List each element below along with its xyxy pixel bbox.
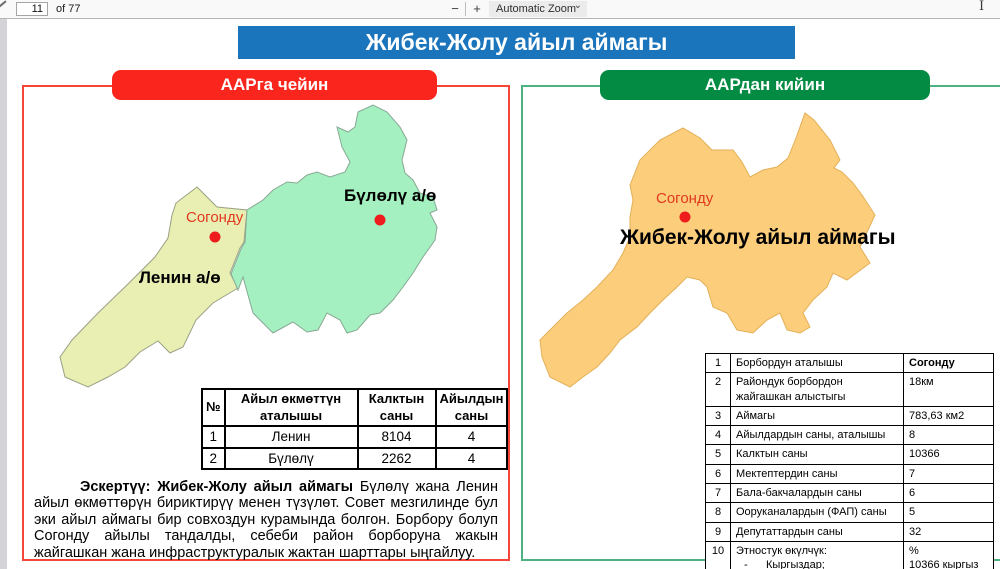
zoom-out-button[interactable]: − bbox=[451, 1, 459, 16]
viewer-left-gutter bbox=[0, 19, 7, 569]
table-row: 2 Райондук борбордон жайгашкан алыстыгы … bbox=[705, 372, 994, 407]
sogondu-label-right: Согонду bbox=[656, 190, 714, 207]
table-row: 10 Этностук өкүлчүк: - Кыргыздар; - Башк… bbox=[705, 540, 994, 569]
table-row: 7 Бала-бакчалардын саны 6 bbox=[705, 483, 994, 504]
note-lead: Эскертүү: Жибек-Жолу айыл аймагы bbox=[80, 479, 354, 495]
table-row: 6 Мектептердин саны 7 bbox=[705, 463, 994, 485]
zoom-select-value: Automatic Zoom bbox=[496, 3, 577, 15]
lenin-region-label: Ленин а/ө bbox=[139, 268, 221, 287]
table-row: 3 Аймагы 783,63 км2 bbox=[705, 405, 994, 427]
toolbar-corner-artifact bbox=[0, 0, 7, 8]
chevron-down-icon: ⌄ bbox=[573, 0, 582, 11]
page-title: Жибек-Жолу айыл аймагы bbox=[238, 26, 795, 59]
zoom-level-select[interactable]: Automatic Zoom ⌄ bbox=[489, 0, 587, 17]
col-village-count: Айылдын саны bbox=[434, 387, 509, 428]
bululu-region-label: Бүлөлү а/ө bbox=[344, 186, 437, 205]
table-header-row: № Айыл өкмөттүн аталышы Калктын саны Айы… bbox=[201, 387, 509, 428]
after-aar-header: ААРдан кийин bbox=[600, 70, 930, 100]
page-number-input[interactable] bbox=[16, 2, 48, 16]
page-count-label: of 77 bbox=[56, 3, 81, 15]
col-number: № bbox=[201, 387, 226, 428]
table-row: 4 Айылдардын саны, аталышы 8 bbox=[705, 425, 994, 446]
district-facts-table: 1 Борбордун аталышы Согонду 2 Райондук б… bbox=[705, 352, 994, 569]
sogondu-label-left: Согонду bbox=[186, 209, 244, 226]
table-row: 2 Бүлөлү 2262 4 bbox=[201, 446, 509, 470]
table-row: 9 Депутаттардын саны 32 bbox=[705, 521, 994, 542]
ethnic-sub-item: - Кыргыздар; bbox=[744, 559, 825, 569]
pdf-toolbar: of 77 − + Automatic Zoom ⌄ I bbox=[0, 0, 1000, 19]
table-row: 1 Ленин 8104 4 bbox=[201, 425, 509, 449]
col-population: Калктын саны bbox=[356, 387, 437, 428]
col-village-name: Айыл өкмөттүн аталышы bbox=[223, 387, 359, 428]
table-row: 1 Борбордун аталышы Согонду bbox=[705, 352, 994, 374]
table-row: 5 Калктын саны 10366 bbox=[705, 444, 994, 465]
table-row: 8 Ооруканалардын (ФАП) саны 5 bbox=[705, 502, 994, 523]
text-cursor-icon: I bbox=[979, 0, 985, 14]
villages-table: № Айыл өкмөттүн аталышы Калктын саны Айы… bbox=[201, 387, 509, 470]
merged-region-label: Жибек-Жолу айыл аймагы bbox=[620, 226, 896, 249]
note-paragraph: Эскертүү: Жибек-Жолу айыл аймагы Бүлөлү … bbox=[34, 479, 498, 561]
note-body: Бүлөлү жана Ленин айыл өкмөттөрүн бирикт… bbox=[34, 479, 499, 561]
before-aar-header: ААРга чейин bbox=[112, 70, 437, 100]
zoom-in-button[interactable]: + bbox=[473, 1, 481, 16]
toolbar-separator bbox=[465, 2, 466, 16]
